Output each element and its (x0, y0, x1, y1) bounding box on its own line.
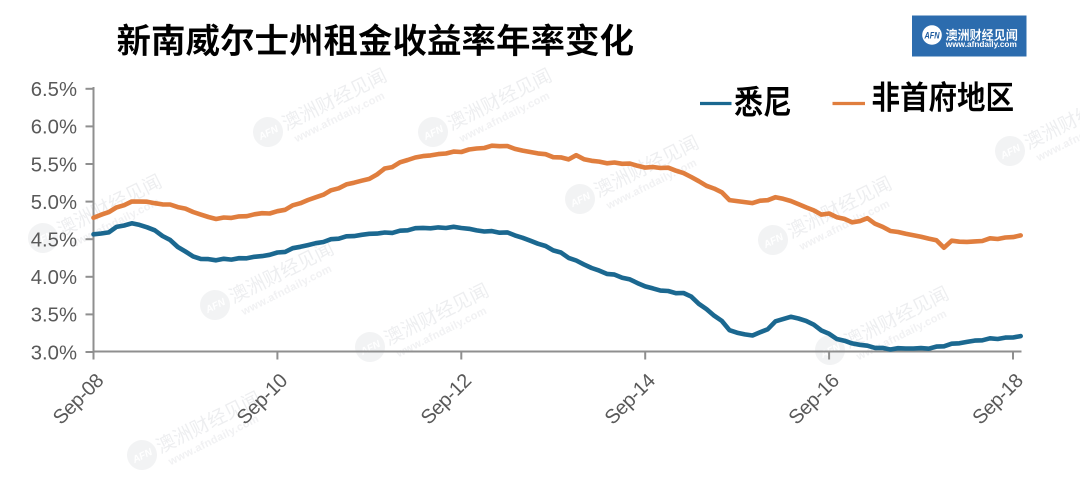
svg-text:www.afndaily.com: www.afndaily.com (945, 40, 1017, 49)
svg-text:4.5%: 4.5% (31, 230, 77, 252)
svg-text:3.0%: 3.0% (31, 342, 77, 364)
svg-text:6.0%: 6.0% (31, 117, 77, 139)
svg-text:AFN: AFN (924, 30, 941, 41)
svg-text:6.5%: 6.5% (31, 79, 77, 101)
svg-text:4.0%: 4.0% (31, 267, 77, 289)
svg-text:3.5%: 3.5% (31, 305, 77, 327)
svg-text:5.5%: 5.5% (31, 154, 77, 176)
svg-text:5.0%: 5.0% (31, 192, 77, 214)
